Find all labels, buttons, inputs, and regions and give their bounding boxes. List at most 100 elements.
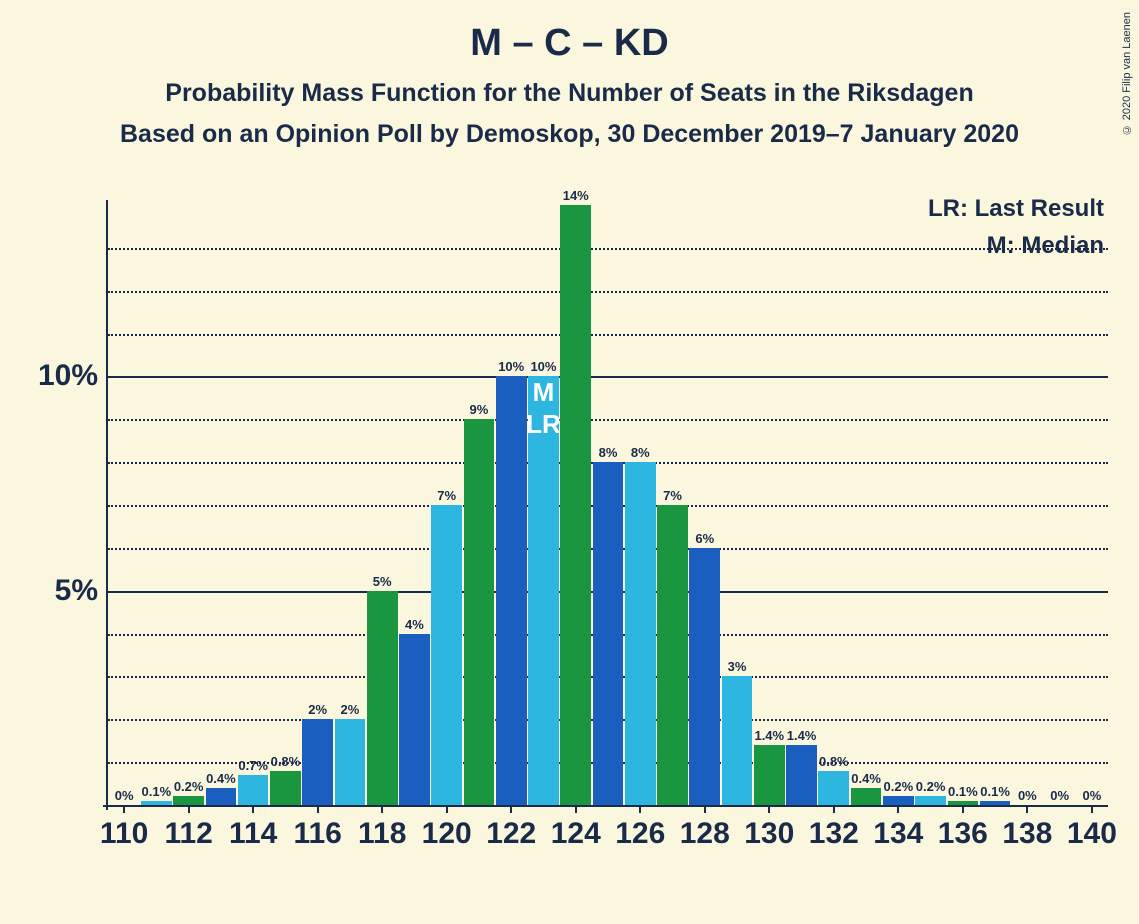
x-tick-mark bbox=[575, 805, 577, 813]
bar-value-label: 5% bbox=[373, 574, 392, 589]
bar-value-label: 1.4% bbox=[787, 728, 817, 743]
x-tick-label: 126 bbox=[615, 817, 665, 851]
bar bbox=[883, 796, 914, 805]
last-result-marker: LR bbox=[526, 409, 561, 440]
bar-value-label: 0.2% bbox=[883, 779, 913, 794]
bar-value-label: 1.4% bbox=[754, 728, 784, 743]
x-tick-mark bbox=[188, 805, 190, 813]
bar bbox=[980, 801, 1011, 805]
median-marker: M bbox=[533, 377, 555, 408]
x-tick-mark bbox=[381, 805, 383, 813]
bar-value-label: 10% bbox=[498, 359, 524, 374]
bar-value-label: 10% bbox=[530, 359, 556, 374]
x-tick-label: 130 bbox=[744, 817, 794, 851]
bar-value-label: 0.7% bbox=[238, 758, 268, 773]
gridline bbox=[108, 291, 1108, 293]
x-tick-label: 128 bbox=[680, 817, 730, 851]
bar-value-label: 8% bbox=[599, 445, 618, 460]
x-tick-mark bbox=[446, 805, 448, 813]
bar-value-label: 0.1% bbox=[980, 784, 1010, 799]
bar bbox=[335, 719, 366, 805]
gridline bbox=[108, 334, 1108, 336]
y-tick-label: 10% bbox=[38, 359, 98, 393]
bar-value-label: 0.8% bbox=[271, 754, 301, 769]
bar bbox=[206, 788, 237, 805]
bar bbox=[173, 796, 204, 805]
bar bbox=[367, 591, 398, 805]
x-tick-mark bbox=[1026, 805, 1028, 813]
bar bbox=[722, 676, 753, 805]
copyright-text: © 2020 Filip van Laenen bbox=[1121, 12, 1133, 135]
x-tick-label: 120 bbox=[422, 817, 472, 851]
bar bbox=[302, 719, 333, 805]
bar bbox=[560, 205, 591, 805]
bar-value-label: 7% bbox=[437, 488, 456, 503]
x-tick-label: 112 bbox=[164, 817, 212, 851]
bar-value-label: 9% bbox=[470, 402, 489, 417]
bar-value-label: 6% bbox=[695, 531, 714, 546]
bar bbox=[496, 376, 527, 805]
bar-value-label: 0% bbox=[1082, 788, 1101, 803]
x-tick-label: 114 bbox=[229, 817, 277, 851]
bar bbox=[915, 796, 946, 805]
x-tick-mark bbox=[639, 805, 641, 813]
bar bbox=[270, 771, 301, 805]
bar-value-label: 0% bbox=[1018, 788, 1037, 803]
bar bbox=[593, 462, 624, 805]
x-tick-label: 118 bbox=[358, 817, 406, 851]
bar-value-label: 8% bbox=[631, 445, 650, 460]
bar-value-label: 4% bbox=[405, 617, 424, 632]
x-tick-mark bbox=[252, 805, 254, 813]
x-tick-mark bbox=[897, 805, 899, 813]
x-tick-label: 124 bbox=[551, 817, 601, 851]
bar bbox=[851, 788, 882, 805]
bar bbox=[238, 775, 269, 805]
bar-value-label: 0% bbox=[1050, 788, 1069, 803]
bar-value-label: 3% bbox=[728, 659, 747, 674]
bar-value-label: 7% bbox=[663, 488, 682, 503]
gridline bbox=[108, 248, 1108, 250]
x-tick-label: 136 bbox=[938, 817, 988, 851]
bar-value-label: 0.4% bbox=[851, 771, 881, 786]
x-tick-label: 122 bbox=[486, 817, 536, 851]
bar-value-label: 0.8% bbox=[819, 754, 849, 769]
x-tick-label: 116 bbox=[293, 817, 341, 851]
bar-value-label: 14% bbox=[563, 188, 589, 203]
y-tick-label: 5% bbox=[55, 574, 98, 608]
bar-value-label: 0.2% bbox=[174, 779, 204, 794]
bar bbox=[657, 505, 688, 805]
bar-value-label: 0% bbox=[115, 788, 134, 803]
x-tick-mark bbox=[510, 805, 512, 813]
x-tick-label: 110 bbox=[100, 817, 148, 851]
bar-value-label: 2% bbox=[341, 702, 360, 717]
bar bbox=[754, 745, 785, 805]
bar bbox=[625, 462, 656, 805]
x-tick-mark bbox=[768, 805, 770, 813]
bar bbox=[689, 548, 720, 805]
bar bbox=[399, 634, 430, 805]
x-tick-label: 138 bbox=[1002, 817, 1052, 851]
bar-value-label: 0.1% bbox=[948, 784, 978, 799]
chart-subtitle-1: Probability Mass Function for the Number… bbox=[0, 79, 1139, 108]
bar bbox=[528, 376, 559, 805]
chart-plot-area: 5%10%0%0.1%0.2%0.4%0.7%0.8%2%2%5%4%7%9%1… bbox=[108, 205, 1108, 805]
x-tick-mark bbox=[317, 805, 319, 813]
x-tick-label: 140 bbox=[1067, 817, 1117, 851]
bar-value-label: 0.4% bbox=[206, 771, 236, 786]
gridline bbox=[108, 419, 1108, 421]
x-tick-mark bbox=[833, 805, 835, 813]
x-tick-mark bbox=[1091, 805, 1093, 813]
chart-title: M – C – KD bbox=[0, 0, 1139, 65]
bar bbox=[141, 801, 172, 805]
bar-value-label: 2% bbox=[308, 702, 327, 717]
bar bbox=[431, 505, 462, 805]
x-tick-mark bbox=[123, 805, 125, 813]
bar-value-label: 0.2% bbox=[916, 779, 946, 794]
bar bbox=[818, 771, 849, 805]
y-axis bbox=[106, 200, 108, 810]
chart-subtitle-2: Based on an Opinion Poll by Demoskop, 30… bbox=[0, 120, 1139, 149]
x-tick-label: 132 bbox=[809, 817, 859, 851]
bar-value-label: 0.1% bbox=[142, 784, 172, 799]
gridline bbox=[108, 376, 1108, 378]
x-tick-label: 134 bbox=[873, 817, 923, 851]
